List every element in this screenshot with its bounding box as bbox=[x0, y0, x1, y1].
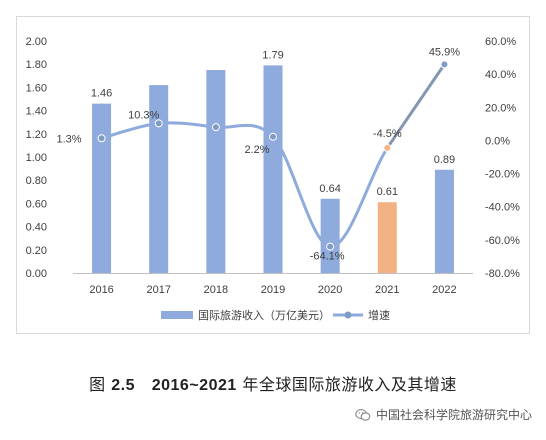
y-right-tick-label: 20.0% bbox=[485, 102, 516, 114]
bar-value-label: 1.46 bbox=[91, 88, 112, 100]
bar-value-label: 0.89 bbox=[434, 154, 455, 166]
y-right-tick-label: -60.0% bbox=[485, 235, 520, 247]
line-series bbox=[97, 60, 449, 251]
y-left-tick-label: 0.80 bbox=[26, 175, 47, 187]
line-point bbox=[383, 143, 392, 152]
line-value-label: 10.3% bbox=[128, 109, 159, 121]
line-value-label: 45.9% bbox=[429, 46, 460, 58]
bar bbox=[206, 70, 226, 273]
y-left-tick-label: 1.60 bbox=[26, 82, 47, 94]
x-tick-label: 2019 bbox=[261, 284, 285, 296]
y-left-tick-label: 1.20 bbox=[26, 129, 47, 141]
bar bbox=[263, 65, 283, 273]
line-value-label: -64.1% bbox=[310, 251, 345, 263]
bar-value-label: 1.79 bbox=[262, 49, 283, 61]
growth-line-last-segment bbox=[385, 62, 446, 150]
data-labels: 1.46 1.79 0.64 0.61 0.89 1.3% 10.3% 2.2% -64.1% -… bbox=[56, 46, 460, 262]
line-value-label: 1.3% bbox=[56, 133, 81, 145]
y-left-tick-label: 0.00 bbox=[26, 268, 47, 280]
y-left-tick-label: 1.40 bbox=[26, 106, 47, 118]
right-axis: -80.0% -60.0% -40.0% -20.0% 0.0% 20.0% 40.0% 60… bbox=[485, 36, 520, 280]
y-left-tick-label: 1.00 bbox=[26, 152, 47, 164]
legend-swatch-bar bbox=[161, 311, 193, 319]
figure-caption: 图 2.5 2016~2021 年全球国际旅游收入及其增速 bbox=[0, 371, 546, 395]
caption-figure-number: 2.5 bbox=[111, 377, 135, 394]
y-left-tick-label: 2.00 bbox=[26, 36, 47, 48]
legend: 国际旅游收入（万亿美元） 增速 bbox=[161, 308, 390, 322]
x-tick-label: 2018 bbox=[204, 284, 228, 296]
line-point bbox=[269, 132, 277, 141]
line-point bbox=[154, 119, 163, 128]
line-value-label: -4.5% bbox=[373, 128, 402, 140]
caption-text: 年全球国际旅游收入及其增速 bbox=[236, 375, 457, 394]
bar bbox=[434, 169, 454, 273]
legend-swatch-marker bbox=[344, 311, 352, 319]
y-right-tick-label: -40.0% bbox=[485, 202, 520, 214]
line-point bbox=[440, 60, 449, 69]
bar-value-label: 0.61 bbox=[377, 186, 398, 198]
y-left-tick-label: 0.60 bbox=[26, 198, 47, 210]
y-left-tick-label: 1.80 bbox=[26, 59, 47, 71]
growth-line bbox=[100, 121, 389, 249]
legend-label-bar: 国际旅游收入（万亿美元） bbox=[198, 308, 330, 322]
line-point bbox=[326, 242, 335, 251]
y-right-tick-label: 60.0% bbox=[485, 36, 516, 48]
wechat-icon bbox=[355, 408, 371, 421]
y-left-tick-label: 0.20 bbox=[26, 245, 47, 257]
line-point bbox=[97, 134, 106, 143]
caption-years: 2016~2021 bbox=[151, 377, 237, 394]
y-right-tick-label: -80.0% bbox=[485, 268, 520, 280]
x-tick-label: 2017 bbox=[146, 284, 170, 296]
line-value-label: 2.2% bbox=[244, 144, 269, 156]
chart-frame: 0.00 0.20 0.40 0.60 0.80 1.00 1.20 1.40 1.60 1.80… bbox=[16, 16, 530, 334]
line-point bbox=[211, 123, 220, 132]
bar bbox=[92, 103, 112, 273]
x-tick-label: 2022 bbox=[432, 284, 456, 296]
x-tick-label: 2020 bbox=[318, 284, 342, 296]
legend-label-line: 增速 bbox=[368, 308, 390, 322]
bar bbox=[377, 202, 397, 273]
bar bbox=[149, 85, 169, 273]
caption-prefix: 图 bbox=[89, 375, 112, 394]
x-tick-label: 2021 bbox=[375, 284, 399, 296]
x-axis: 2016 2017 2018 2019 2020 2021 2022 bbox=[73, 273, 473, 296]
x-tick-label: 2016 bbox=[89, 284, 113, 296]
y-right-tick-label: 40.0% bbox=[485, 69, 516, 81]
bar-value-label: 0.64 bbox=[319, 183, 340, 195]
combo-chart: 0.00 0.20 0.40 0.60 0.80 1.00 1.20 1.40 1.60 1.80… bbox=[26, 36, 520, 322]
left-axis: 0.00 0.20 0.40 0.60 0.80 1.00 1.20 1.40 1.60 1.80… bbox=[26, 36, 47, 280]
y-right-tick-label: -20.0% bbox=[485, 169, 520, 181]
y-left-tick-label: 0.40 bbox=[26, 222, 47, 234]
watermark: 中国社会科学院旅游研究中心 bbox=[355, 406, 532, 423]
bar bbox=[320, 198, 340, 273]
y-right-tick-label: 0.0% bbox=[485, 135, 510, 147]
watermark-text: 中国社会科学院旅游研究中心 bbox=[375, 408, 532, 422]
bar-series bbox=[92, 65, 454, 273]
